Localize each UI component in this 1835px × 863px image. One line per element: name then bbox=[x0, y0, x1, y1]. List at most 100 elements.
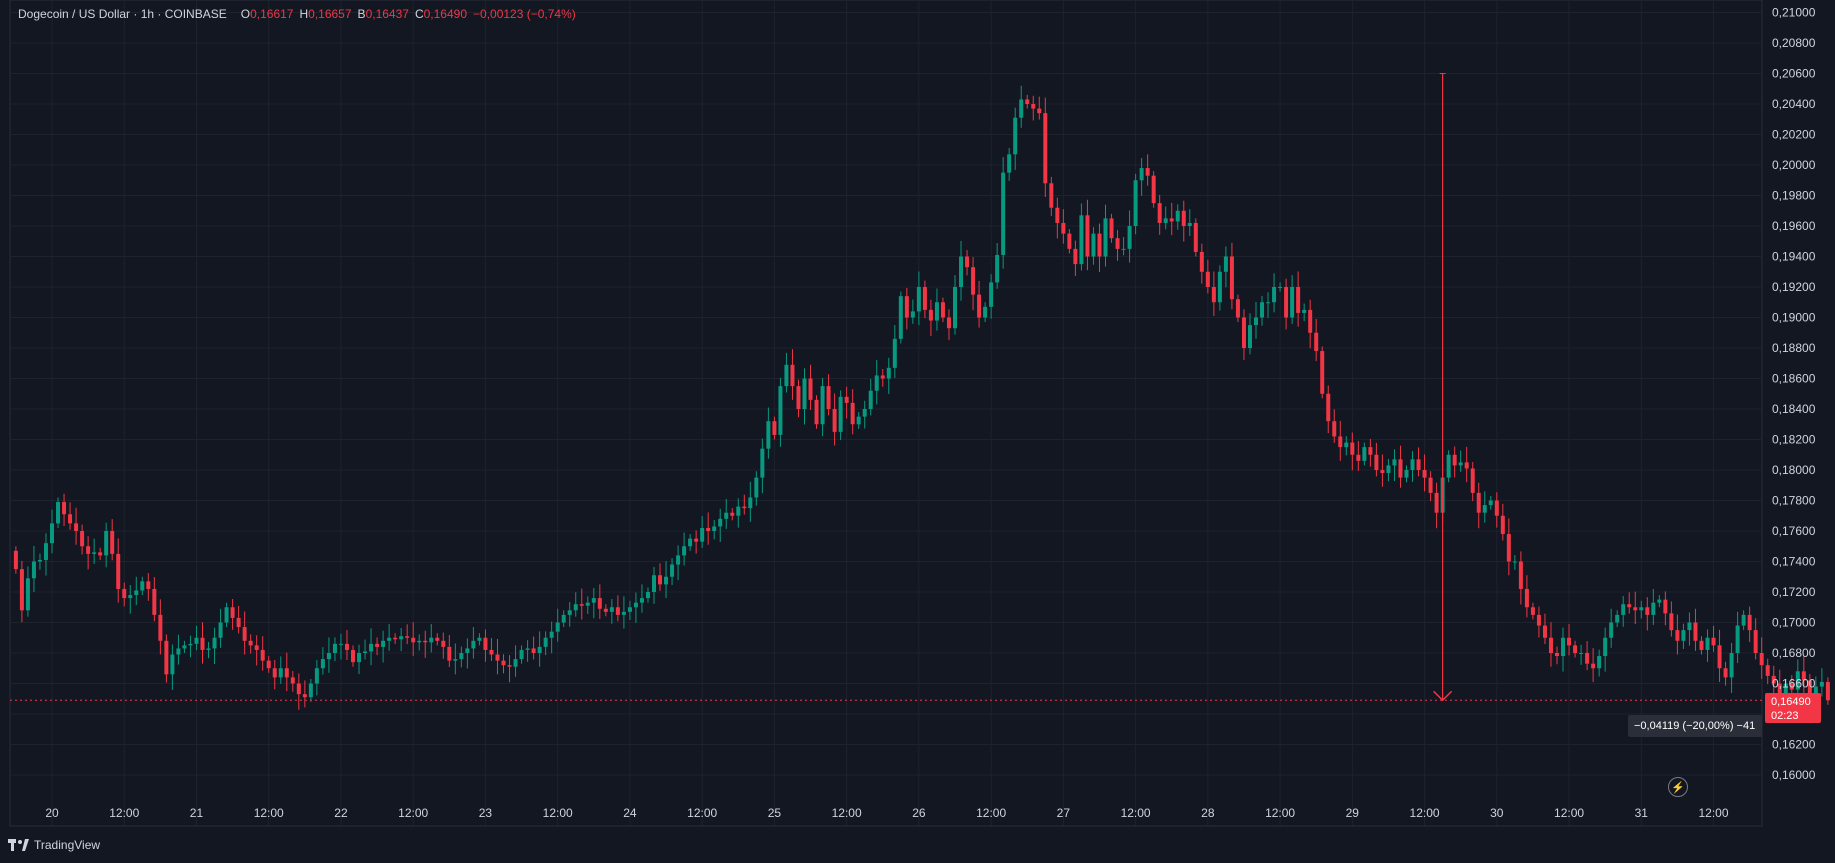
candle-body bbox=[1705, 637, 1710, 650]
candle-body bbox=[585, 602, 590, 606]
candle-body bbox=[579, 604, 584, 606]
brand[interactable]: TradingView bbox=[8, 836, 100, 854]
candle-body bbox=[1037, 108, 1042, 114]
candle-body bbox=[1488, 500, 1493, 506]
candle-body bbox=[254, 645, 259, 650]
candle-body bbox=[495, 654, 500, 661]
y-tick-label: 0,19000 bbox=[1772, 311, 1816, 325]
candle-body bbox=[772, 421, 777, 435]
candle-body bbox=[326, 653, 331, 660]
candle-body bbox=[718, 518, 723, 527]
x-tick-label: 31 bbox=[1635, 806, 1649, 820]
candle-body bbox=[381, 640, 386, 647]
x-tick-label: 25 bbox=[768, 806, 782, 820]
candle-body bbox=[1512, 561, 1517, 563]
open-value: 0,16617 bbox=[250, 7, 294, 21]
candle-body bbox=[1109, 218, 1114, 239]
candle-body bbox=[1061, 222, 1066, 234]
candle-body bbox=[1241, 317, 1246, 348]
candle-body bbox=[525, 648, 530, 650]
candle-body bbox=[230, 607, 235, 618]
candle-body bbox=[1181, 210, 1186, 226]
candle-body bbox=[892, 338, 897, 368]
candle-body bbox=[1097, 233, 1102, 257]
candle-body bbox=[760, 448, 765, 478]
candle-body bbox=[898, 296, 903, 339]
candle-body bbox=[597, 598, 602, 609]
candle-body bbox=[1320, 351, 1325, 394]
time-axis[interactable]: 20 12:00 21 12:00 22 12:00 23 12:00 24 12:00 25 12:… bbox=[10, 806, 1762, 827]
candle-body bbox=[1591, 663, 1596, 669]
candle-body bbox=[784, 364, 789, 387]
candle-body bbox=[1819, 681, 1824, 687]
candle-body bbox=[170, 654, 175, 675]
candle-body bbox=[814, 399, 819, 425]
symbol-title[interactable]: Dogecoin / US Dollar · 1h · COINBASE bbox=[18, 7, 227, 21]
measure-tool[interactable] bbox=[1433, 73, 1453, 702]
candle-body bbox=[1145, 168, 1150, 176]
candle-body bbox=[1446, 454, 1451, 478]
candle-body bbox=[1771, 675, 1776, 684]
candle-body bbox=[320, 659, 325, 669]
high-value: 0,16657 bbox=[308, 7, 352, 21]
candle-body bbox=[1717, 645, 1722, 669]
candle-body bbox=[1579, 653, 1584, 654]
candle-body bbox=[405, 636, 410, 638]
low-value: 0,16437 bbox=[365, 7, 409, 21]
candle-body bbox=[278, 668, 283, 678]
candle-body bbox=[146, 581, 151, 589]
last-price-value: 0,16490 bbox=[1771, 696, 1811, 708]
candle-body bbox=[363, 651, 368, 653]
candle-body bbox=[658, 575, 663, 585]
x-tick-label: 12:00 bbox=[254, 806, 284, 820]
candle-body bbox=[1476, 492, 1481, 513]
x-tick-label: 20 bbox=[45, 806, 59, 820]
candle-body bbox=[531, 648, 536, 653]
candle-body bbox=[1260, 302, 1265, 318]
candle-body bbox=[1518, 561, 1523, 589]
price-axis[interactable]: 0,21000 0,20800 0,20600 0,20400 0,20200 0,200… bbox=[1772, 6, 1816, 783]
candle-body bbox=[1362, 447, 1367, 461]
candle-body bbox=[332, 643, 337, 653]
candle-body bbox=[1404, 470, 1409, 478]
y-tick-label: 0,19800 bbox=[1772, 189, 1816, 203]
lightning-icon[interactable]: ⚡ bbox=[1668, 777, 1688, 797]
y-tick-label: 0,20000 bbox=[1772, 158, 1816, 172]
candle-body bbox=[110, 531, 115, 554]
candle-body bbox=[50, 523, 54, 544]
candle-body bbox=[567, 610, 572, 615]
candle-body bbox=[778, 386, 783, 435]
candle-body bbox=[1103, 218, 1108, 257]
candle-body bbox=[694, 538, 699, 542]
candle-body bbox=[465, 648, 470, 653]
high-label: H bbox=[299, 7, 309, 21]
candle-body bbox=[603, 608, 608, 612]
bar-countdown: 02:23 bbox=[1771, 710, 1799, 722]
candle-body bbox=[13, 550, 18, 570]
candle-body bbox=[1669, 613, 1674, 631]
brand-name: TradingView bbox=[34, 838, 101, 852]
candle-body bbox=[375, 643, 380, 647]
y-tick-label: 0,16600 bbox=[1772, 677, 1816, 691]
candle-body bbox=[609, 607, 614, 612]
candle-body bbox=[1398, 459, 1403, 478]
candle-body bbox=[1290, 287, 1295, 318]
candle-body bbox=[688, 538, 693, 547]
candle-body bbox=[1019, 99, 1024, 118]
candle-body bbox=[1506, 534, 1511, 562]
y-tick-label: 0,17200 bbox=[1772, 585, 1816, 599]
candle-body bbox=[98, 552, 103, 556]
candle-body bbox=[1157, 203, 1162, 223]
candle-body bbox=[1524, 588, 1529, 608]
candle-body bbox=[1043, 113, 1048, 184]
y-tick-label: 0,18400 bbox=[1772, 402, 1816, 416]
candle-body bbox=[1434, 492, 1439, 513]
y-tick-label: 0,18800 bbox=[1772, 341, 1816, 355]
candle-body bbox=[796, 386, 801, 409]
measure-arrowhead bbox=[1433, 690, 1453, 702]
candle-body bbox=[272, 668, 277, 678]
candle-body bbox=[164, 640, 169, 675]
x-tick-label: 30 bbox=[1490, 806, 1504, 820]
open-label: O bbox=[240, 7, 251, 21]
